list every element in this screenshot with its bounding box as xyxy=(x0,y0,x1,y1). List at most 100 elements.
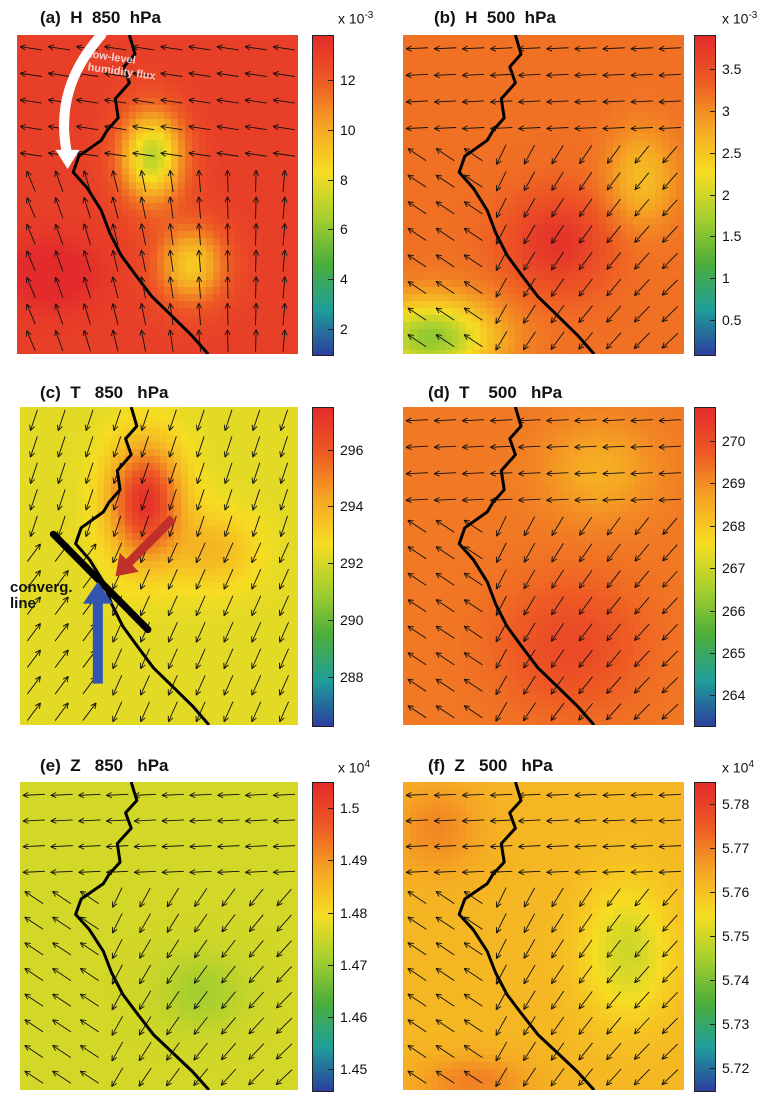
field-cell xyxy=(157,238,165,246)
field-cell xyxy=(80,84,88,92)
field-cell xyxy=(52,315,60,323)
field-cell xyxy=(237,442,245,450)
field-cell xyxy=(234,175,242,183)
wind-vector xyxy=(435,307,455,321)
field-cell xyxy=(101,98,109,106)
field-cell xyxy=(178,266,186,274)
field-cell xyxy=(676,231,684,239)
field-cell xyxy=(557,224,565,232)
field-cell xyxy=(17,77,25,85)
wind-vector xyxy=(252,196,260,219)
field-cell xyxy=(501,133,509,141)
field-cell xyxy=(522,84,530,92)
field-cell xyxy=(272,484,280,492)
field-cell xyxy=(62,414,70,422)
field-cell xyxy=(445,161,453,169)
field-cell xyxy=(136,49,144,57)
field-cell xyxy=(160,421,168,429)
field-cell xyxy=(255,252,263,260)
field-cell xyxy=(83,421,91,429)
field-cell xyxy=(115,126,123,134)
field-cell xyxy=(585,322,593,330)
field-cell xyxy=(466,56,474,64)
field-cell xyxy=(620,301,628,309)
field-cell xyxy=(143,196,151,204)
field-cell xyxy=(487,350,495,354)
field-cell xyxy=(683,147,684,155)
field-cell xyxy=(220,203,228,211)
field-cell xyxy=(157,105,165,113)
wind-vector xyxy=(139,329,146,352)
wind-vector xyxy=(160,71,183,77)
field-cell xyxy=(157,112,165,120)
field-cell xyxy=(262,280,270,288)
field-cell xyxy=(185,175,193,183)
field-cell xyxy=(648,126,656,134)
field-cell xyxy=(129,224,137,232)
field-cell xyxy=(459,70,467,78)
field-cell xyxy=(272,470,280,478)
field-cell xyxy=(20,575,28,583)
field-cell xyxy=(410,161,418,169)
field-cell xyxy=(262,343,270,351)
field-cell xyxy=(648,203,656,211)
field-cell xyxy=(66,336,74,344)
field-cell xyxy=(522,301,530,309)
field-cell xyxy=(227,189,235,197)
field-cell xyxy=(185,91,193,99)
field-cell xyxy=(501,266,509,274)
field-cell xyxy=(627,252,635,260)
field-cell xyxy=(403,77,411,85)
field-cell xyxy=(108,112,116,120)
field-cell xyxy=(403,224,411,232)
field-cell xyxy=(655,105,663,113)
field-cell xyxy=(234,182,242,190)
field-cell xyxy=(241,308,249,316)
field-cell xyxy=(641,343,649,351)
field-cell xyxy=(66,266,74,274)
field-cell xyxy=(262,294,270,302)
field-cell xyxy=(564,56,572,64)
field-cell xyxy=(438,105,446,113)
field-cell xyxy=(255,161,263,169)
field-cell xyxy=(108,245,116,253)
field-cell xyxy=(627,238,635,246)
field-cell xyxy=(118,407,126,415)
field-cell xyxy=(676,112,684,120)
field-cell xyxy=(494,182,502,190)
field-cell xyxy=(136,112,144,120)
field-cell xyxy=(244,533,252,541)
field-cell xyxy=(501,63,509,71)
field-cell xyxy=(536,105,544,113)
field-cell xyxy=(143,322,151,330)
field-cell xyxy=(269,273,277,281)
field-cell xyxy=(473,322,481,330)
field-cell xyxy=(473,77,481,85)
field-cell xyxy=(620,231,628,239)
field-cell xyxy=(150,147,158,155)
wind-vector xyxy=(405,72,429,79)
field-cell xyxy=(202,477,210,485)
wind-vector xyxy=(252,276,260,299)
field-cell xyxy=(508,182,516,190)
field-cell xyxy=(627,301,635,309)
field-cell xyxy=(45,189,53,197)
field-cell xyxy=(410,336,418,344)
field-cell xyxy=(41,568,49,576)
field-cell xyxy=(410,238,418,246)
field-cell xyxy=(146,554,154,562)
field-cell xyxy=(571,294,579,302)
field-cell xyxy=(122,294,130,302)
field-cell xyxy=(213,294,221,302)
field-cell xyxy=(669,252,677,260)
field-cell xyxy=(564,294,572,302)
field-cell xyxy=(578,77,586,85)
field-cell xyxy=(31,336,39,344)
field-cell xyxy=(459,238,467,246)
field-cell xyxy=(38,42,46,50)
field-cell xyxy=(417,105,425,113)
field-cell xyxy=(129,203,137,211)
field-cell xyxy=(592,315,600,323)
wind-vector xyxy=(196,249,203,272)
field-cell xyxy=(241,175,249,183)
